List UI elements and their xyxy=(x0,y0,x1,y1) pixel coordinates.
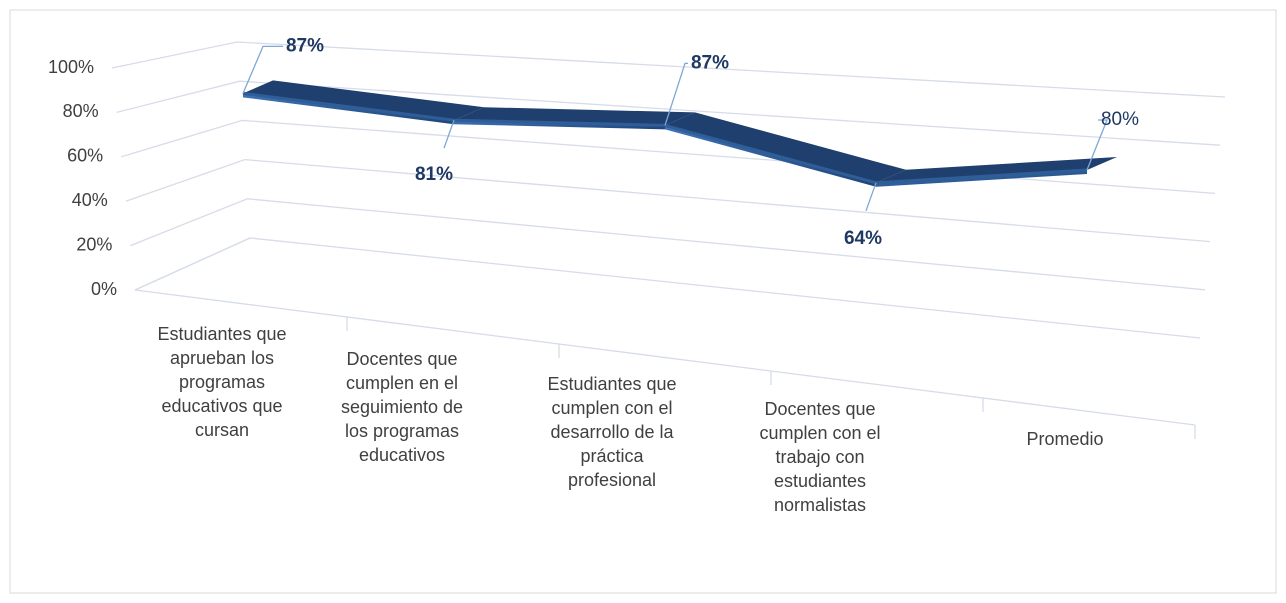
x-tick-label: Estudiantes que cumplen con el desarrollo … xyxy=(547,374,676,490)
y-tick-label: 80% xyxy=(63,101,99,121)
x-tick-label: Docentes que cumplen con el trabajo con est… xyxy=(759,399,880,515)
grid-line xyxy=(125,158,1211,243)
y-tick-label: 0% xyxy=(91,279,117,299)
grid-line xyxy=(130,198,1206,291)
data-label: 80% xyxy=(1101,109,1139,130)
data-label: 64% xyxy=(844,228,882,249)
y-tick-label: 20% xyxy=(76,234,112,254)
data-label: 81% xyxy=(415,164,453,185)
ribbon-top xyxy=(876,157,1117,183)
grid-line xyxy=(111,41,1226,98)
leader-line xyxy=(242,45,283,94)
leader-line xyxy=(1086,119,1108,171)
y-tick-label: 100% xyxy=(48,57,94,77)
ribbon-top xyxy=(243,80,484,121)
data-label: 87% xyxy=(691,52,729,73)
grid-line xyxy=(121,119,1216,195)
grid-line xyxy=(116,80,1221,146)
x-tick-label: Estudiantes que aprueban los programas educ… xyxy=(157,324,286,440)
leader-line xyxy=(865,182,877,212)
y-tick-label: 40% xyxy=(72,190,108,210)
ribbon-top xyxy=(665,112,906,183)
leader-line xyxy=(664,62,688,126)
grid-line xyxy=(134,237,1201,339)
leader-line xyxy=(443,119,455,149)
data-label: 87% xyxy=(286,35,324,56)
chart-border xyxy=(9,9,1277,594)
y-tick-label: 60% xyxy=(67,146,103,166)
x-tick-label: Docentes que cumplen en el seguimiento de l… xyxy=(341,349,463,465)
floor-edge xyxy=(134,289,1196,426)
x-tick-label: Promedio xyxy=(1026,429,1103,449)
